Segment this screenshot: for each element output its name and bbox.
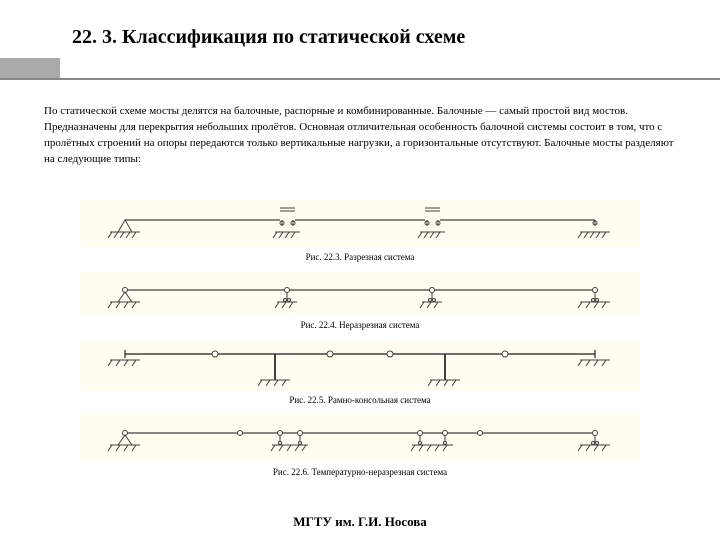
caption-2: Рис. 22.4. Неразрезная система (0, 320, 720, 330)
page-title: 22. 3. Классификация по статической схем… (72, 26, 465, 49)
caption-4: Рис. 22.6. Температурно-неразрезная сист… (0, 467, 720, 477)
caption-1: Рис. 22.3. Разрезная система (0, 252, 720, 262)
body-paragraph: По статической схеме мосты делятся на ба… (44, 104, 684, 168)
figure-1 (80, 200, 640, 246)
footer-text: МГТУ им. Г.И. Носова (0, 514, 720, 530)
figure-4 (80, 415, 640, 461)
figure-2 (80, 272, 640, 314)
title-underline (0, 78, 720, 80)
figure-3 (80, 340, 640, 390)
caption-3: Рис. 22.5. Рамно-консольная система (0, 395, 720, 405)
title-accent-bar (0, 58, 60, 78)
